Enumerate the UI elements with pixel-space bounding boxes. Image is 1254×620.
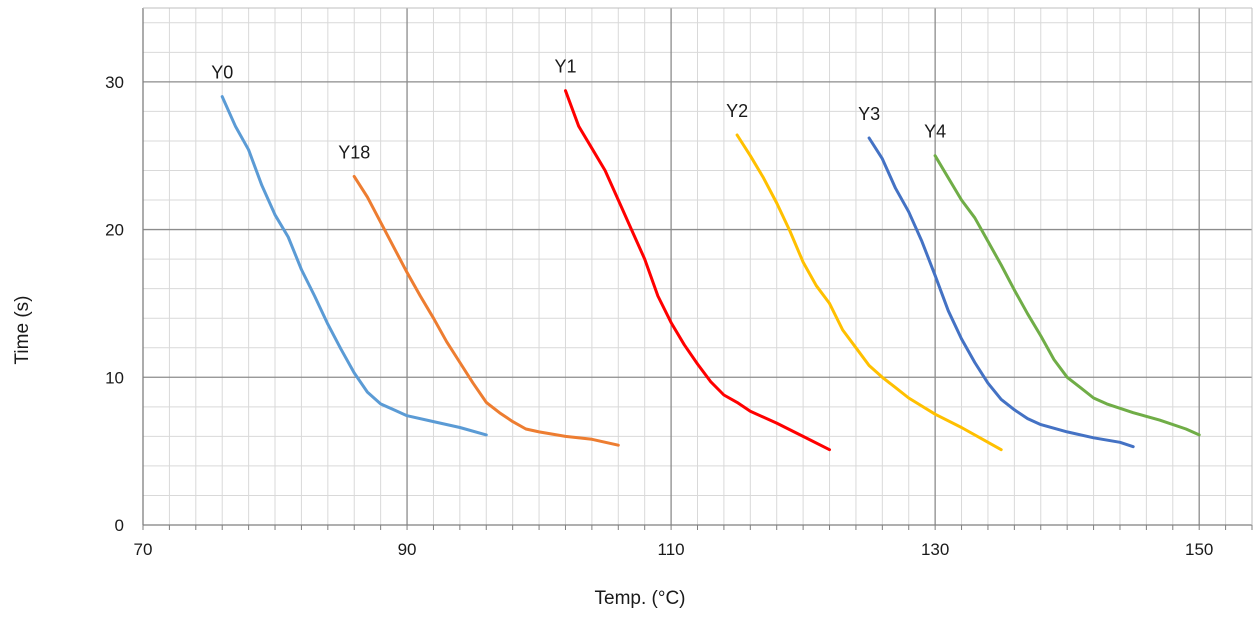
series-line-y1 (564, 89, 831, 452)
series-line-y0 (220, 95, 488, 437)
y-tick-label: 20 (105, 221, 124, 240)
series-line-y4 (933, 154, 1201, 437)
x-axis-title: Temp. (°C) (595, 588, 686, 609)
axes (142, 7, 1253, 530)
series-line-y2 (735, 133, 1003, 452)
y-tick-label: 30 (105, 73, 124, 92)
x-tick-label: 150 (1185, 540, 1213, 559)
series-label-y0: Y0 (211, 63, 233, 83)
series-label-y2: Y2 (726, 101, 748, 121)
series-lines (220, 89, 1201, 452)
y-axis-title: Time (s) (12, 296, 33, 365)
series-label-y4: Y4 (924, 122, 946, 142)
y-tick-label: 10 (105, 368, 124, 387)
x-tick-label: 110 (658, 540, 685, 559)
x-tick-label: 90 (398, 540, 417, 559)
series-line-y3 (867, 136, 1135, 449)
x-tick-label: 130 (921, 540, 949, 559)
x-tick-label: 70 (134, 540, 153, 559)
series-label-y1: Y1 (554, 57, 576, 77)
series-label-y3: Y3 (858, 104, 880, 124)
y-tick-label: 0 (115, 516, 124, 535)
series-label-y18: Y18 (338, 142, 370, 162)
tick-labels: 70 90 110 130 150 0 10 20 30 (105, 73, 1213, 559)
series-line-y18 (352, 174, 620, 447)
series-labels: Y0 Y18 Y1 Y2 Y3 Y4 (211, 57, 946, 163)
minor-grid (143, 8, 1253, 525)
